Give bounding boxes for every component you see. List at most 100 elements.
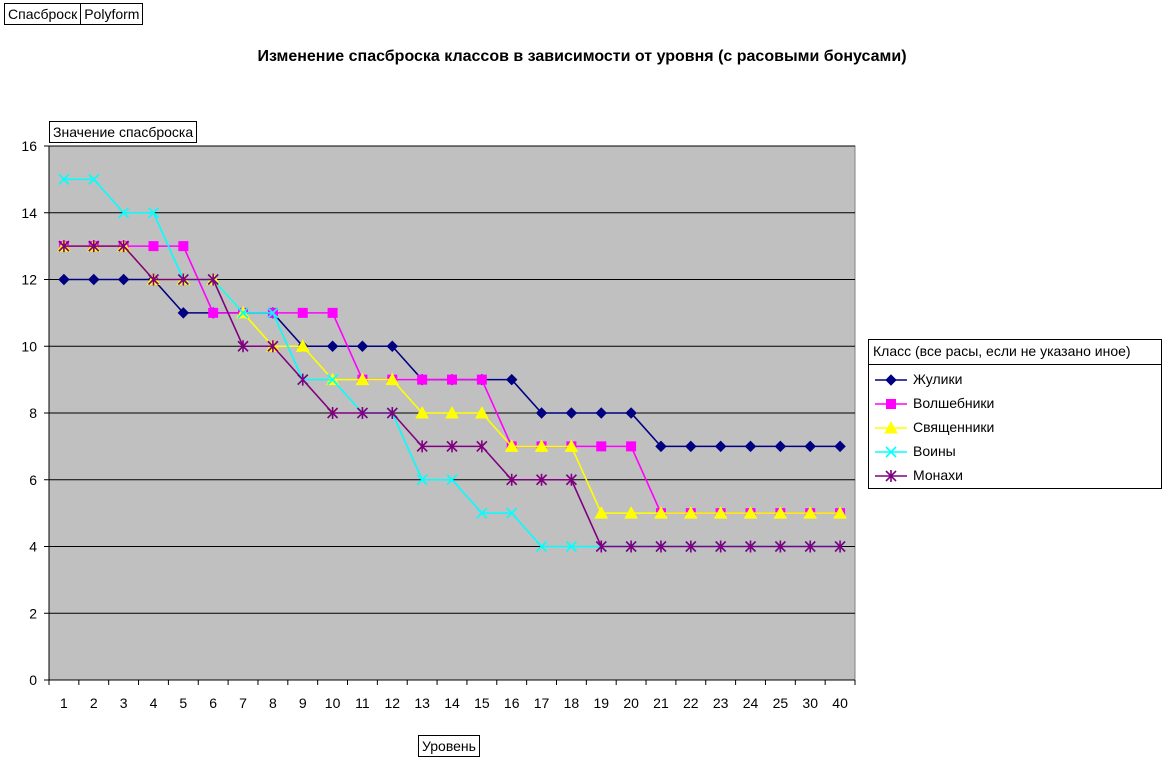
x-tick-label: 30 bbox=[802, 695, 818, 711]
x-tick-label: 22 bbox=[683, 695, 699, 711]
y-axis-label: Значение спасброска bbox=[49, 121, 198, 143]
series-5-point bbox=[834, 540, 846, 553]
series-2-point bbox=[626, 441, 637, 452]
x-tick-label: 15 bbox=[474, 695, 490, 711]
x-tick-label: 20 bbox=[623, 695, 639, 711]
series-1-point bbox=[774, 440, 787, 453]
series-4-point bbox=[88, 173, 100, 185]
legend-marker bbox=[885, 374, 897, 386]
series-4-point bbox=[147, 207, 160, 219]
series-4-point bbox=[237, 307, 249, 319]
series-1-point bbox=[685, 440, 697, 453]
series-3-point bbox=[415, 405, 429, 419]
legend-label: Священники bbox=[913, 419, 995, 435]
series-5-point bbox=[118, 240, 130, 253]
series-5-point bbox=[267, 340, 279, 353]
series-5-point bbox=[476, 440, 488, 453]
series-5-point bbox=[177, 273, 189, 286]
series-3-point bbox=[683, 506, 698, 519]
series-5-point bbox=[207, 273, 219, 286]
legend-item: Воины bbox=[869, 440, 1159, 464]
series-1-point bbox=[177, 307, 190, 319]
series-4-point bbox=[565, 540, 577, 553]
y-tick-label: 10 bbox=[21, 338, 37, 354]
series-4-point bbox=[327, 374, 339, 386]
series-2-point bbox=[596, 441, 607, 452]
series-3-point bbox=[743, 506, 758, 519]
series-5-point bbox=[744, 540, 757, 553]
x-tick-label: 9 bbox=[299, 695, 307, 711]
x-tick-label: 16 bbox=[504, 695, 520, 711]
series-2-point bbox=[148, 241, 159, 252]
sheet-tabs: Спасброск Polyform bbox=[4, 3, 144, 25]
x-tick-label: 1 bbox=[60, 695, 68, 711]
y-tick-label: 14 bbox=[21, 205, 37, 221]
series-5-point bbox=[58, 240, 70, 253]
x-axis-label: Уровень bbox=[418, 735, 480, 757]
tab-polyform[interactable]: Polyform bbox=[80, 3, 144, 25]
legend-marker bbox=[885, 470, 897, 482]
series-5-point bbox=[685, 540, 697, 553]
series-4-point bbox=[416, 474, 428, 486]
series-3-point bbox=[713, 506, 728, 519]
series-5-point bbox=[297, 373, 309, 386]
series-4-point bbox=[506, 507, 518, 519]
x-tick-label: 8 bbox=[269, 695, 277, 711]
series-2-point bbox=[178, 241, 189, 252]
series-3-point bbox=[445, 405, 459, 419]
x-tick-label: 21 bbox=[653, 695, 669, 711]
legend-label: Воины bbox=[913, 443, 956, 459]
series-4-point bbox=[267, 307, 279, 319]
x-tick-label: 6 bbox=[209, 695, 217, 711]
series-5-point bbox=[804, 540, 816, 553]
series-5-point bbox=[535, 473, 548, 486]
y-tick-label: 8 bbox=[29, 405, 37, 421]
legend-swatch-5 bbox=[875, 470, 907, 482]
series-5-point bbox=[565, 473, 577, 486]
series-4-point bbox=[58, 173, 70, 185]
x-tick-label: 4 bbox=[150, 695, 158, 711]
legend-items: Жулики Волшебники Священники Воины Монахи bbox=[869, 368, 1159, 488]
series-5-point bbox=[774, 540, 786, 553]
series-1-point bbox=[535, 407, 548, 419]
series-2-point bbox=[417, 374, 428, 385]
series-5-point bbox=[595, 540, 607, 553]
series-2-point bbox=[297, 307, 308, 318]
series-4-point bbox=[476, 507, 488, 519]
series-1-point bbox=[356, 340, 369, 352]
tab-saves[interactable]: Спасброск bbox=[4, 3, 82, 25]
series-3-point bbox=[773, 506, 788, 519]
y-tick-label: 16 bbox=[21, 138, 37, 154]
x-tick-label: 18 bbox=[564, 695, 580, 711]
x-tick-label: 25 bbox=[773, 695, 789, 711]
series-2-point bbox=[476, 374, 487, 385]
legend-label: Волшебники bbox=[913, 395, 995, 411]
series-3-point bbox=[833, 506, 847, 519]
legend-title: Класс (все расы, если не указано иное) bbox=[868, 339, 1162, 365]
series-4-point bbox=[446, 474, 458, 486]
series-5-point bbox=[506, 473, 518, 486]
series-4-point bbox=[535, 540, 548, 553]
series-1-point bbox=[834, 440, 846, 453]
series-1-point bbox=[655, 440, 667, 453]
x-tick-label: 10 bbox=[325, 695, 341, 711]
legend: Класс (все расы, если не указано иное) Ж… bbox=[868, 339, 1162, 489]
series-5-point bbox=[416, 440, 428, 453]
legend-marker bbox=[885, 446, 897, 458]
series-3-point bbox=[594, 506, 609, 519]
series-3-point bbox=[385, 372, 400, 386]
x-tick-label: 17 bbox=[534, 695, 550, 711]
series-5-point bbox=[88, 240, 100, 253]
legend-marker bbox=[886, 399, 896, 409]
series-5-point bbox=[327, 407, 339, 419]
y-tick-label: 2 bbox=[29, 605, 37, 621]
series-1-point bbox=[804, 440, 816, 453]
series-5-point bbox=[237, 340, 249, 353]
legend-swatch-2 bbox=[875, 399, 907, 409]
x-tick-label: 40 bbox=[832, 695, 848, 711]
x-tick-label: 23 bbox=[713, 695, 729, 711]
x-tick-label: 19 bbox=[593, 695, 609, 711]
series-3-point bbox=[355, 372, 370, 386]
legend-marker bbox=[884, 420, 898, 434]
